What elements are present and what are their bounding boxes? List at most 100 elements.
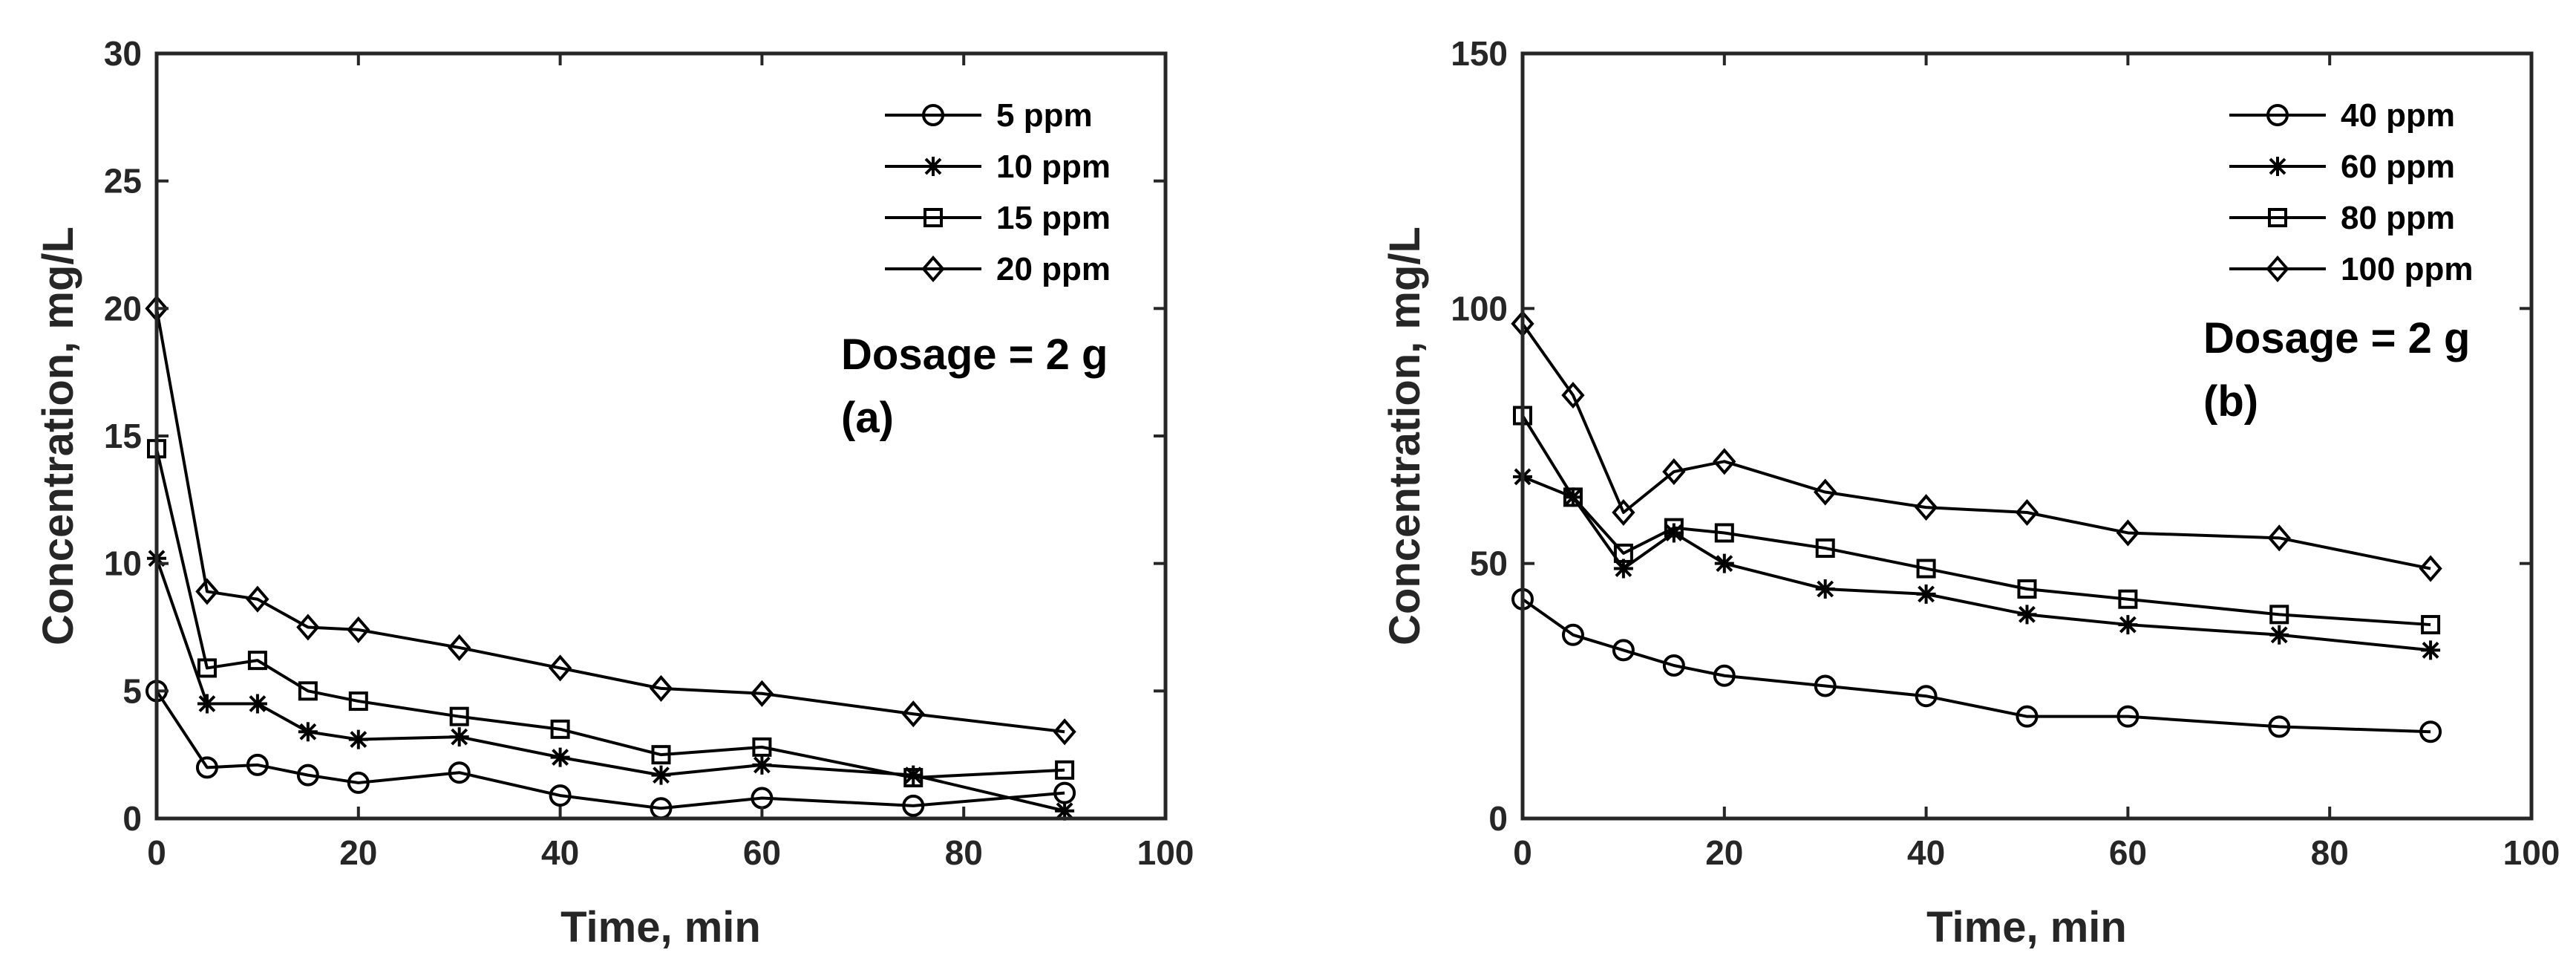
x-tick-label: 60 [743, 833, 781, 872]
x-tick-label: 40 [1907, 833, 1945, 872]
data-point-60-ppm [1916, 584, 1936, 604]
data-point-10-ppm [298, 722, 318, 742]
data-point-20-ppm [649, 674, 673, 702]
legend-marker-10-ppm [923, 157, 943, 176]
series-line-5-ppm [155, 690, 1065, 810]
data-point-10-ppm [651, 765, 671, 785]
data-point-80-ppm [2421, 615, 2441, 635]
data-point-60-ppm [2269, 625, 2289, 645]
data-point-20-ppm [195, 578, 219, 605]
series-line-15-ppm [155, 448, 1065, 780]
data-point-60-ppm [2017, 605, 2037, 625]
series-line-100-ppm [1521, 322, 2431, 570]
plot-layer [1511, 310, 2442, 743]
y-axis-label: Concentration, mg/L [34, 227, 82, 645]
legend-label-40-ppm: 40 ppm [2341, 97, 2455, 134]
x-tick-label: 0 [1513, 833, 1532, 872]
y-tick-label: 10 [104, 544, 142, 583]
data-point-60-ppm [2118, 615, 2138, 635]
data-point-5-ppm [448, 761, 471, 784]
data-point-40-ppm [2016, 705, 2039, 728]
data-point-40-ppm [2268, 715, 2291, 738]
plot-layer [145, 295, 1076, 821]
data-point-80-ppm [2269, 605, 2289, 625]
data-point-100-ppm [2015, 498, 2039, 527]
data-point-40-ppm [1662, 654, 1685, 677]
legend-marker-60-ppm [2268, 157, 2287, 176]
data-point-40-ppm [1561, 623, 1584, 646]
data-point-10-ppm [348, 729, 368, 749]
data-point-60-ppm [1714, 553, 1734, 573]
series-line-20-ppm [155, 307, 1065, 734]
data-point-5-ppm [347, 771, 370, 794]
y-tick-label: 0 [1488, 799, 1508, 838]
y-tick-label: 5 [122, 671, 142, 710]
data-point-5-ppm [296, 764, 319, 787]
ticks-layer: 0 20 40 60 80 100 0 50 100 150 [1451, 34, 2560, 872]
data-point-40-ppm [1915, 685, 1938, 708]
data-point-20-ppm [901, 700, 925, 728]
data-point-80-ppm [1815, 538, 1835, 559]
y-tick-label: 20 [104, 289, 142, 328]
data-point-10-ppm [449, 727, 469, 747]
data-point-5-ppm [902, 794, 925, 817]
data-point-40-ppm [2419, 720, 2442, 743]
panel-label: (a) [841, 394, 894, 442]
legend: 5 ppm 10 ppm 15 ppm 20 ppm [885, 97, 1111, 287]
x-tick-label: 100 [2503, 833, 2560, 872]
y-tick-label: 50 [1470, 544, 1508, 583]
data-point-100-ppm [1561, 382, 1585, 409]
data-point-20-ppm [1053, 718, 1076, 746]
data-point-15-ppm [550, 719, 570, 739]
data-point-10-ppm [752, 755, 772, 775]
legend-marker-100-ppm [2266, 255, 2289, 283]
data-point-15-ppm [298, 681, 318, 701]
data-point-80-ppm [2118, 589, 2138, 609]
y-tick-label: 150 [1451, 34, 1508, 73]
data-point-100-ppm [2419, 555, 2442, 582]
chart-panel-b: 0 20 40 60 80 100 0 50 100 150 40 ppm 60 ppm 80 ppm… [1381, 34, 2560, 951]
data-point-100-ppm [2267, 524, 2291, 552]
data-point-60-ppm [1815, 579, 1835, 599]
y-axis-label: Concentration, mg/L [1381, 227, 1429, 645]
series-line-40-ppm [1521, 598, 2431, 734]
data-point-15-ppm [449, 706, 469, 726]
series-line-80-ppm [1521, 414, 2431, 627]
data-point-20-ppm [448, 634, 471, 662]
y-tick-label: 15 [104, 417, 142, 455]
legend-label-10-ppm: 10 ppm [996, 149, 1111, 185]
data-point-20-ppm [296, 613, 320, 641]
x-tick-label: 80 [2311, 833, 2349, 872]
data-point-80-ppm [2017, 579, 2037, 599]
data-point-60-ppm [1664, 523, 1684, 543]
legend-label-15-ppm: 15 ppm [996, 200, 1111, 236]
legend-label-5-ppm: 5 ppm [996, 97, 1093, 134]
legend-marker-15-ppm [923, 208, 943, 227]
x-tick-label: 80 [945, 833, 983, 872]
data-point-80-ppm [1916, 559, 1936, 579]
data-point-80-ppm [1613, 543, 1633, 563]
data-point-20-ppm [246, 585, 269, 613]
x-tick-label: 0 [147, 833, 166, 872]
legend-marker-80-ppm [2268, 208, 2287, 227]
data-point-15-ppm [903, 768, 923, 788]
data-point-5-ppm [195, 756, 218, 779]
y-tick-label: 25 [104, 162, 142, 201]
panel-label: (b) [2203, 377, 2258, 426]
data-point-10-ppm [550, 747, 570, 767]
data-point-100-ppm [1612, 498, 1635, 527]
legend: 40 ppm 60 ppm 80 ppm 100 ppm [2229, 97, 2474, 287]
legend-label-20-ppm: 20 ppm [996, 251, 1111, 287]
data-point-10-ppm [1055, 801, 1075, 821]
data-point-5-ppm [549, 784, 572, 807]
data-point-10-ppm [903, 765, 923, 785]
data-point-40-ppm [2116, 705, 2139, 728]
x-tick-label: 100 [1137, 833, 1194, 872]
x-tick-label: 60 [2109, 833, 2147, 872]
axes-box [1520, 51, 2534, 821]
data-point-15-ppm [348, 691, 368, 712]
data-point-10-ppm [197, 694, 217, 714]
legend-label-80-ppm: 80 ppm [2341, 200, 2455, 236]
data-point-60-ppm [2421, 640, 2441, 660]
x-tick-label: 20 [339, 833, 377, 872]
